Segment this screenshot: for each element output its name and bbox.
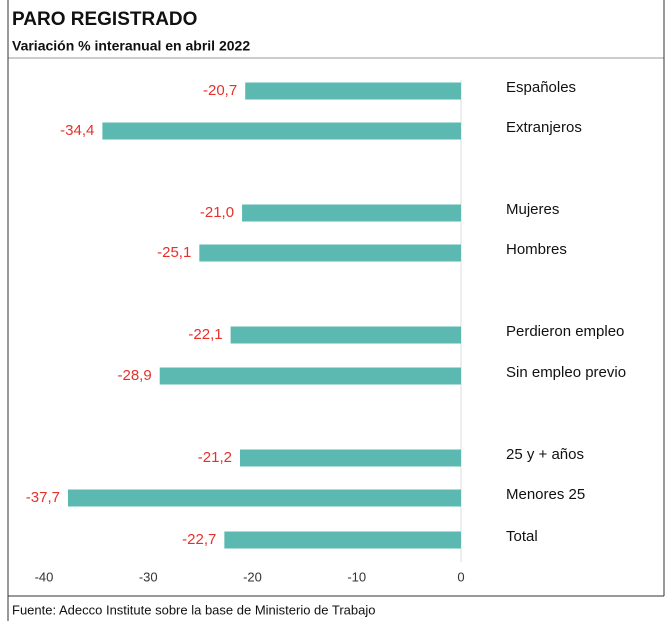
bar (230, 326, 461, 344)
x-tick-label: -40 (35, 569, 54, 584)
category-label: Sin empleo previo (506, 364, 626, 381)
bar (224, 531, 461, 549)
x-tick-label: -30 (139, 569, 158, 584)
category-label: Perdieron empleo (506, 323, 624, 340)
bar (242, 204, 461, 222)
value-label: -34,4 (60, 122, 94, 139)
value-label: -21,0 (200, 204, 234, 221)
category-label: Mujeres (506, 201, 559, 218)
x-tick-label: -10 (347, 569, 366, 584)
chart-subtitle: Variación % interanual en abril 2022 (12, 38, 250, 54)
bar (245, 82, 461, 100)
value-label: -37,7 (26, 489, 60, 506)
bar (67, 489, 461, 507)
category-label: Total (506, 528, 538, 545)
value-label: -22,1 (188, 326, 222, 343)
value-label: -21,2 (198, 449, 232, 466)
value-label: -25,1 (157, 244, 191, 261)
value-label: -28,9 (118, 367, 152, 384)
category-label: Hombres (506, 241, 567, 258)
category-label: 25 y + años (506, 446, 584, 463)
category-label: Españoles (506, 79, 576, 96)
value-label: -20,7 (203, 82, 237, 99)
chart-title: PARO REGISTRADO (12, 9, 197, 30)
x-tick-label: 0 (457, 569, 464, 584)
category-label: Menores 25 (506, 486, 585, 503)
bar (159, 367, 461, 385)
source: Fuente: Adecco Institute sobre la base d… (12, 602, 376, 617)
x-tick-label: -20 (243, 569, 262, 584)
bar (239, 449, 461, 467)
bar (102, 122, 461, 140)
bar (199, 244, 461, 262)
category-label: Extranjeros (506, 119, 582, 136)
value-label: -22,7 (182, 531, 216, 548)
